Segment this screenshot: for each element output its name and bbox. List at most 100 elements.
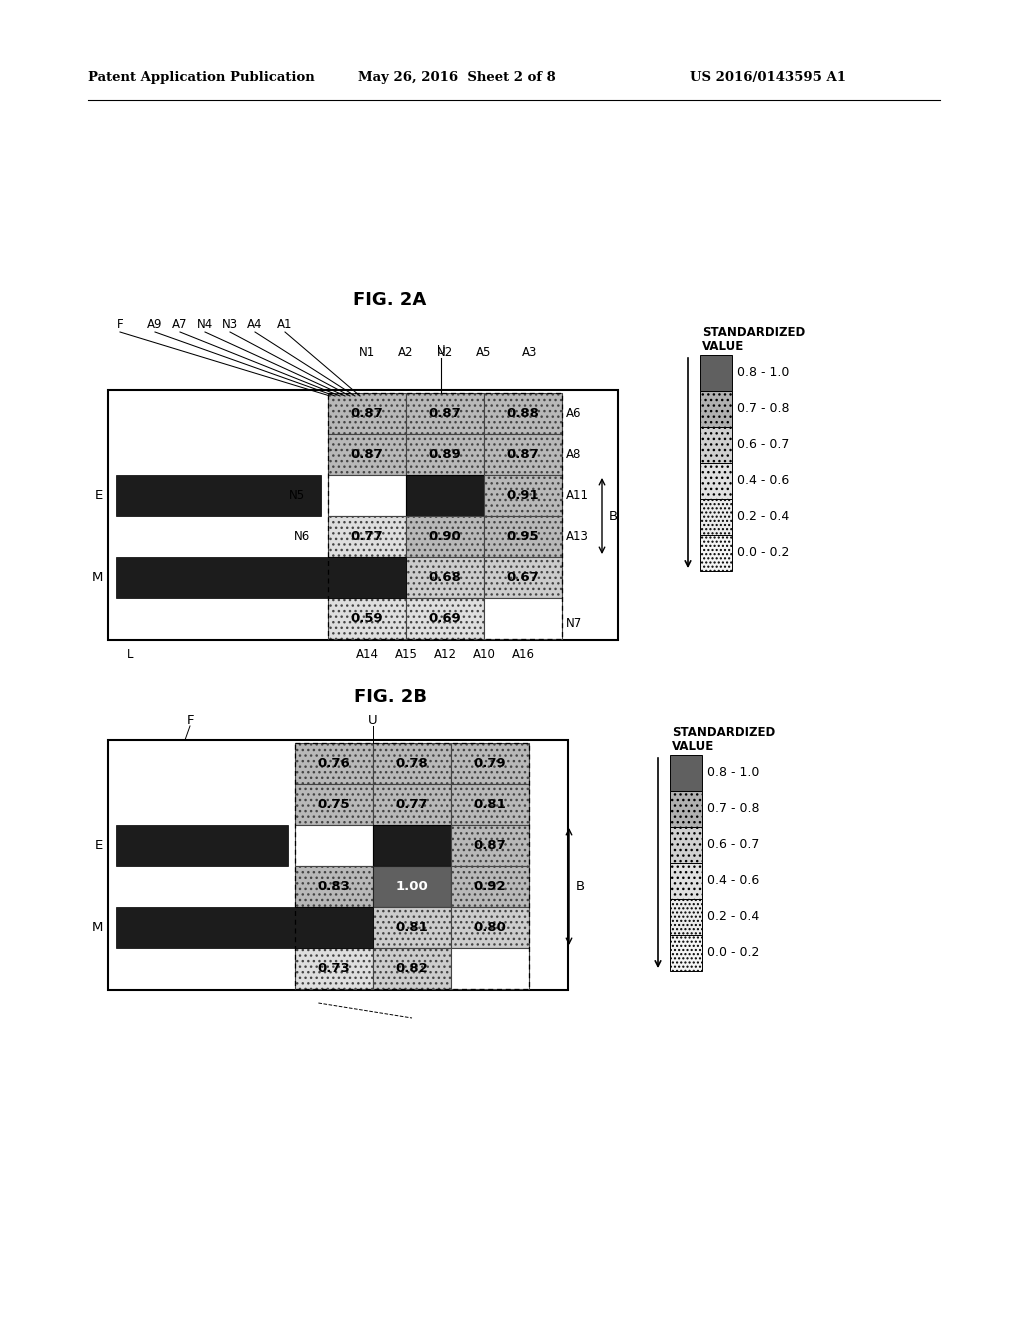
Bar bbox=[451, 825, 529, 866]
Bar bbox=[406, 434, 484, 475]
Text: 0.92: 0.92 bbox=[474, 880, 506, 894]
Text: US 2016/0143595 A1: US 2016/0143595 A1 bbox=[690, 71, 846, 84]
Text: U: U bbox=[369, 714, 378, 726]
Text: A7: A7 bbox=[172, 318, 187, 331]
Text: A6: A6 bbox=[566, 407, 582, 420]
Bar bbox=[484, 516, 562, 557]
Text: 0.6 - 0.7: 0.6 - 0.7 bbox=[707, 838, 760, 851]
Bar bbox=[295, 866, 373, 907]
Bar bbox=[328, 598, 406, 639]
Text: B: B bbox=[609, 510, 618, 523]
Text: STANDARDIZED: STANDARDIZED bbox=[672, 726, 775, 739]
Bar bbox=[670, 791, 702, 828]
Text: E: E bbox=[95, 488, 103, 502]
Text: N3: N3 bbox=[222, 318, 238, 331]
Text: VALUE: VALUE bbox=[672, 741, 715, 754]
Text: A14: A14 bbox=[355, 648, 379, 661]
Bar bbox=[484, 598, 562, 639]
Text: 0.6 - 0.7: 0.6 - 0.7 bbox=[737, 438, 790, 451]
Bar bbox=[451, 866, 529, 907]
Bar bbox=[116, 825, 288, 866]
Text: A3: A3 bbox=[522, 346, 538, 359]
Text: A2: A2 bbox=[398, 346, 414, 359]
Bar bbox=[328, 393, 406, 434]
Bar bbox=[328, 516, 406, 557]
Bar bbox=[373, 784, 451, 825]
Text: 0.90: 0.90 bbox=[429, 531, 462, 543]
Text: 0.2 - 0.4: 0.2 - 0.4 bbox=[707, 911, 759, 924]
Bar bbox=[484, 393, 562, 434]
Bar bbox=[451, 948, 529, 989]
Bar bbox=[108, 741, 568, 990]
Bar bbox=[406, 393, 484, 434]
Bar bbox=[295, 743, 373, 784]
Text: 0.91: 0.91 bbox=[507, 488, 540, 502]
Text: 0.81: 0.81 bbox=[474, 799, 507, 810]
Bar bbox=[373, 907, 451, 948]
Text: A10: A10 bbox=[472, 648, 496, 661]
Text: 0.73: 0.73 bbox=[317, 962, 350, 975]
Text: E: E bbox=[95, 840, 103, 851]
Bar bbox=[406, 516, 484, 557]
Text: 1.00: 1.00 bbox=[395, 880, 428, 894]
Text: FIG. 2A: FIG. 2A bbox=[353, 290, 427, 309]
Bar bbox=[700, 463, 732, 499]
Bar bbox=[451, 784, 529, 825]
Text: N4: N4 bbox=[197, 318, 213, 331]
Text: 0.88: 0.88 bbox=[507, 407, 540, 420]
Text: 0.0 - 0.2: 0.0 - 0.2 bbox=[707, 946, 760, 960]
Bar bbox=[484, 475, 562, 516]
Text: U: U bbox=[437, 343, 445, 356]
Text: 0.77: 0.77 bbox=[350, 531, 383, 543]
Text: N7: N7 bbox=[566, 616, 583, 630]
Bar bbox=[670, 828, 702, 863]
Text: 0.95: 0.95 bbox=[507, 531, 540, 543]
Bar bbox=[451, 743, 529, 784]
Bar bbox=[700, 391, 732, 426]
Text: 0.87: 0.87 bbox=[474, 840, 507, 851]
Text: A8: A8 bbox=[566, 447, 582, 461]
Bar bbox=[700, 426, 732, 463]
Bar bbox=[295, 907, 373, 948]
Text: M: M bbox=[91, 921, 103, 935]
Bar bbox=[295, 825, 373, 866]
Text: B: B bbox=[575, 880, 585, 894]
Text: 0.87: 0.87 bbox=[429, 407, 462, 420]
Text: VALUE: VALUE bbox=[702, 341, 744, 354]
Text: A9: A9 bbox=[147, 318, 163, 331]
Text: M: M bbox=[91, 572, 103, 583]
Text: F: F bbox=[186, 714, 194, 726]
Text: N5: N5 bbox=[289, 488, 305, 502]
Bar bbox=[670, 935, 702, 972]
Text: May 26, 2016  Sheet 2 of 8: May 26, 2016 Sheet 2 of 8 bbox=[358, 71, 556, 84]
Bar bbox=[328, 434, 406, 475]
Bar bbox=[484, 557, 562, 598]
Text: 0.80: 0.80 bbox=[473, 921, 507, 935]
Bar bbox=[295, 948, 373, 989]
Bar bbox=[108, 389, 618, 640]
Bar bbox=[295, 784, 373, 825]
Text: A1: A1 bbox=[278, 318, 293, 331]
Text: 0.68: 0.68 bbox=[429, 572, 462, 583]
Text: A11: A11 bbox=[566, 488, 589, 502]
Text: N1: N1 bbox=[358, 346, 375, 359]
Bar bbox=[406, 557, 484, 598]
Bar bbox=[406, 475, 484, 516]
Bar bbox=[373, 948, 451, 989]
Text: A4: A4 bbox=[247, 318, 263, 331]
Text: N2: N2 bbox=[437, 346, 454, 359]
Bar bbox=[373, 825, 451, 866]
Text: 0.76: 0.76 bbox=[317, 756, 350, 770]
Text: F: F bbox=[117, 318, 123, 331]
Text: FIG. 2B: FIG. 2B bbox=[353, 688, 427, 706]
Text: 0.79: 0.79 bbox=[474, 756, 506, 770]
Bar bbox=[328, 557, 406, 598]
Bar bbox=[484, 434, 562, 475]
Text: 0.82: 0.82 bbox=[395, 962, 428, 975]
Text: 0.87: 0.87 bbox=[350, 447, 383, 461]
Text: 0.69: 0.69 bbox=[429, 612, 462, 624]
Bar bbox=[328, 475, 406, 516]
Text: 0.81: 0.81 bbox=[395, 921, 428, 935]
Text: 0.67: 0.67 bbox=[507, 572, 540, 583]
Text: N6: N6 bbox=[294, 531, 310, 543]
